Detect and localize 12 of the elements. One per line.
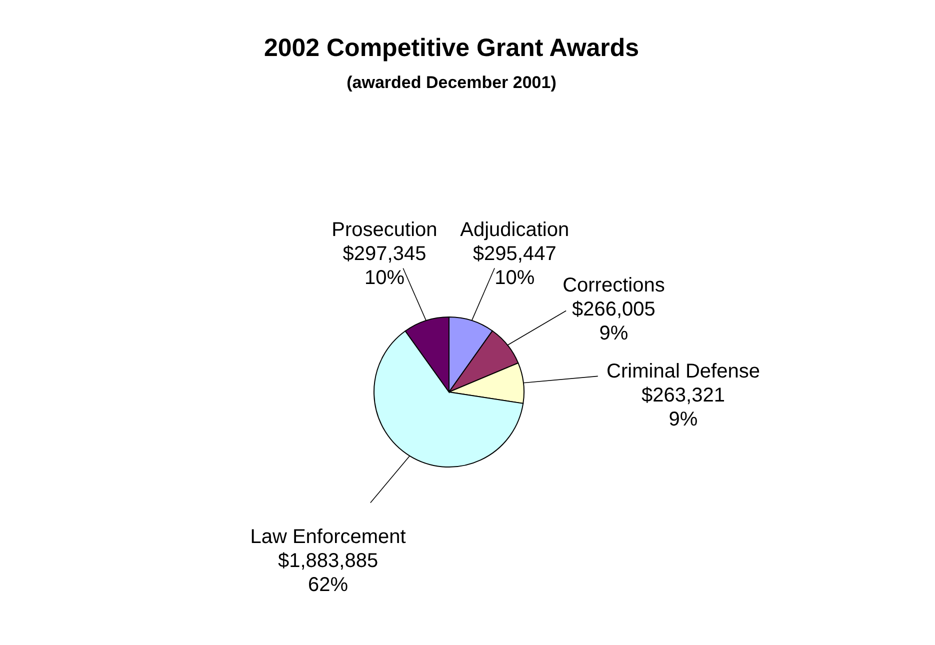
chart-title: 2002 Competitive Grant Awards <box>264 34 640 62</box>
slice-label: Adjudication <box>460 219 570 242</box>
chart-subtitle: (awarded December 2001) <box>346 73 556 92</box>
slice-label: Corrections <box>562 274 665 297</box>
data-label: $297,345 10% <box>342 243 426 290</box>
data-label: $295,447 10% <box>472 243 556 290</box>
data-label: $266,005 9% <box>572 298 656 345</box>
data-label: $1,883,885 62% <box>278 550 378 596</box>
slice-label: Prosecution <box>332 219 438 242</box>
data-label: $263,321 9% <box>642 384 725 430</box>
slice-label: Criminal Defense <box>606 360 760 382</box>
slice-label: Law Enforcement <box>250 526 406 548</box>
